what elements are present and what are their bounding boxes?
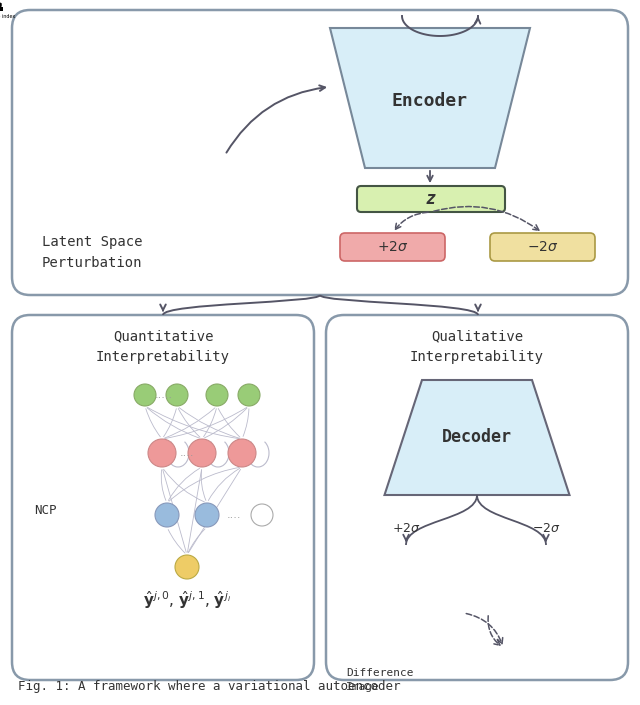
Text: z: z [426, 190, 436, 208]
FancyBboxPatch shape [326, 315, 628, 680]
Circle shape [251, 504, 273, 526]
Text: Difference
Image: Difference Image [346, 668, 413, 692]
Circle shape [175, 555, 199, 579]
Circle shape [188, 439, 216, 467]
Text: Quantitative
Interpretability: Quantitative Interpretability [96, 329, 230, 364]
Text: $-$2$\sigma$: $-$2$\sigma$ [527, 240, 558, 254]
Text: Qualitative
Interpretability: Qualitative Interpretability [410, 329, 544, 364]
Circle shape [155, 503, 179, 527]
Text: ....: .... [180, 448, 195, 458]
Polygon shape [330, 28, 530, 168]
Circle shape [238, 384, 260, 406]
Text: .....: ..... [155, 390, 173, 400]
FancyBboxPatch shape [12, 10, 628, 295]
Circle shape [148, 439, 176, 467]
Circle shape [228, 439, 256, 467]
Text: NCP: NCP [34, 503, 56, 517]
FancyBboxPatch shape [490, 233, 595, 261]
Circle shape [134, 384, 156, 406]
Circle shape [195, 503, 219, 527]
Text: +2$\sigma$: +2$\sigma$ [377, 240, 408, 254]
Text: Latent Space
Perturbation: Latent Space Perturbation [42, 235, 143, 269]
FancyBboxPatch shape [12, 315, 314, 680]
Text: $-$2$\sigma$: $-$2$\sigma$ [532, 522, 561, 535]
Circle shape [166, 384, 188, 406]
Text: ....: .... [227, 510, 241, 520]
Text: Fig. 1: A framework where a variational autoencoder: Fig. 1: A framework where a variational … [18, 680, 401, 693]
Text: $\hat{\mathbf{y}}^{j,0}$, $\hat{\mathbf{y}}^{j,1}$, $\hat{\mathbf{y}}^{j_i}$: $\hat{\mathbf{y}}^{j,0}$, $\hat{\mathbf{… [143, 589, 231, 611]
Text: Encoder: Encoder [392, 92, 468, 110]
Circle shape [206, 384, 228, 406]
FancyBboxPatch shape [340, 233, 445, 261]
Polygon shape [385, 380, 570, 495]
Text: Decoder: Decoder [442, 429, 512, 446]
FancyBboxPatch shape [357, 186, 505, 212]
Text: +2$\sigma$: +2$\sigma$ [392, 522, 420, 535]
